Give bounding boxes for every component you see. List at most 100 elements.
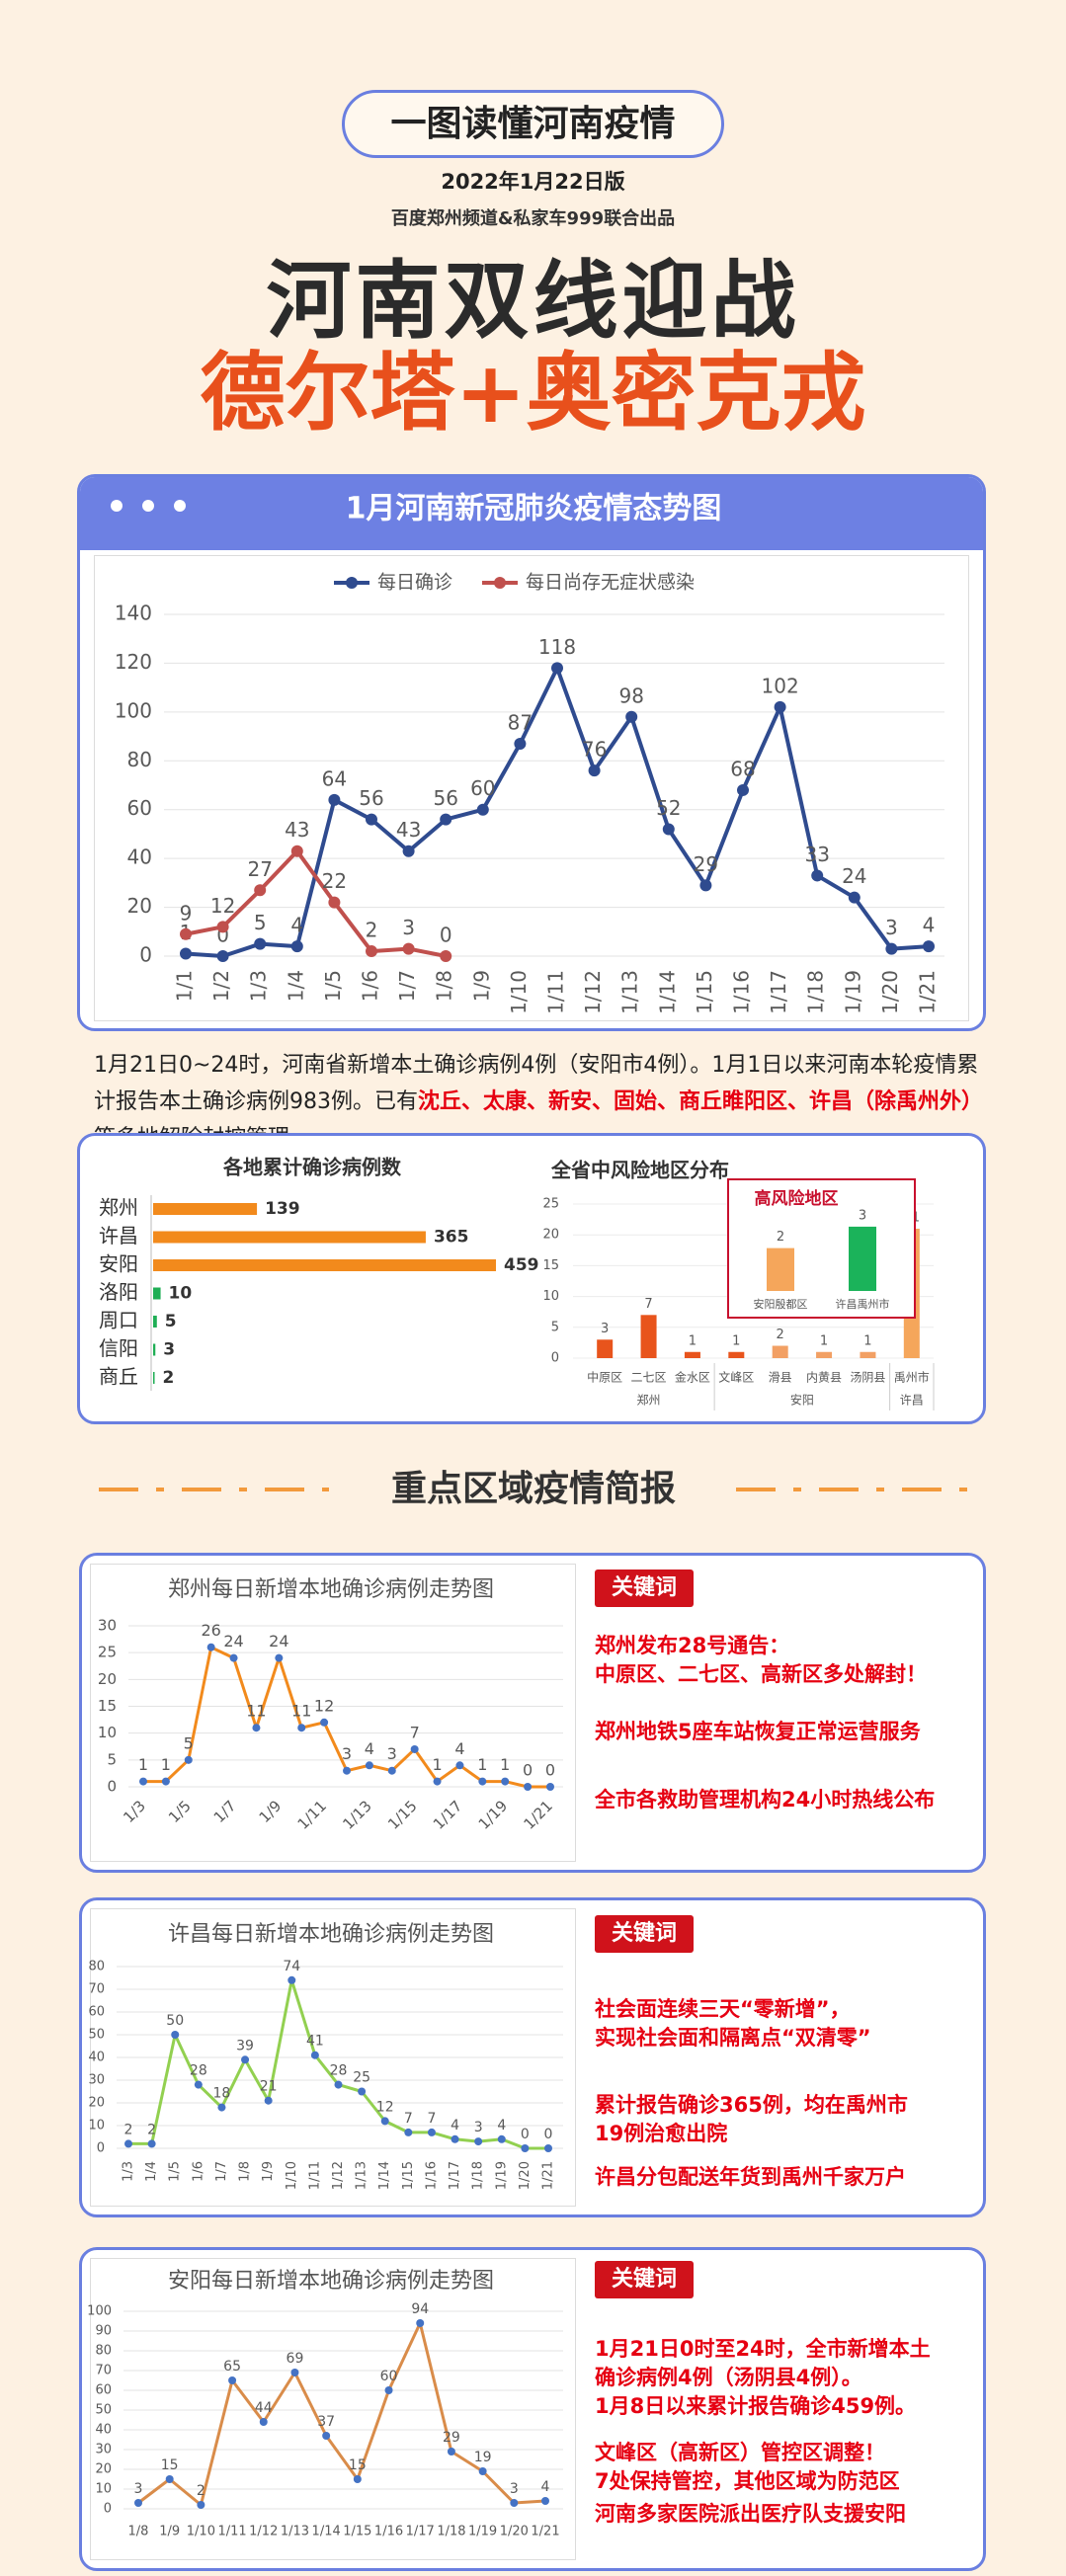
x-tick-label: 1/5 [168,2161,183,2182]
point [328,896,341,909]
keyword-line: 全市各救助管理机构24小时热线公布 [595,1788,936,1811]
y-tick-label: 40 [88,2051,105,2065]
keyword: 河南多家医院派出医疗队支援安阳 [595,2500,980,2529]
y-tick-label: 20 [95,2462,112,2477]
point [774,700,786,713]
category-label: 内黄县 [806,1371,842,1385]
x-tick-label: 1/11 [544,970,568,1014]
y-tick-label: 15 [98,1697,117,1715]
window-dot [174,500,186,512]
point [923,940,935,953]
category-label: 商丘 [99,1365,138,1389]
x-tick-label: 1/5 [165,1797,195,1826]
data-label: 2 [147,2122,156,2137]
data-label: 3 [134,2481,143,2497]
y-tick-label: 10 [95,2482,112,2497]
y-tick-label: 0 [139,943,152,967]
point [194,2080,203,2089]
y-tick-label: 20 [542,1228,559,1243]
point [433,1777,442,1786]
category-label: 文峰区 [718,1370,754,1385]
y-tick-label: 60 [127,796,152,820]
bar [153,1259,497,1271]
point [228,2376,237,2384]
data-label: 5 [184,1733,194,1752]
y-tick-label: 0 [551,1351,559,1366]
point [124,2139,132,2148]
chart-title: 郑州每日新增本地确诊病例走势图 [168,1577,494,1602]
data-label: 87 [508,710,533,734]
bar [849,1226,876,1291]
y-tick-label: 40 [95,2423,112,2438]
data-label: 3 [601,1322,609,1336]
point [451,2134,459,2143]
point [161,1777,170,1786]
y-tick-label: 50 [95,2403,112,2418]
data-label: 1 [500,1755,510,1774]
data-label: 12 [314,1696,334,1715]
category-label: 郑州 [99,1196,138,1220]
data-label: 3 [163,1340,175,1360]
data-label: 7 [404,2111,413,2127]
data-label: 43 [285,818,309,842]
data-label: 11 [291,1702,311,1721]
y-tick-label: 5 [107,1750,117,1768]
data-label: 2 [124,2122,133,2137]
keyword-line: 确诊病例4例（汤阴县4例）。 [595,2366,862,2389]
point [546,1783,554,1791]
bar [640,1315,657,1358]
series-line [143,1646,550,1789]
point [402,845,415,857]
y-tick-label: 80 [95,2344,112,2359]
data-label: 1 [161,1755,171,1774]
main-chart-panel [94,555,969,1021]
point [699,879,712,892]
data-label: 64 [322,766,347,790]
data-label: 4 [497,2118,506,2133]
x-tick-label: 1/1 [173,970,197,1002]
point [310,2051,319,2059]
x-tick-label: 1/8 [128,2525,149,2539]
category-label: 汤阴县 [850,1371,885,1385]
y-tick-label: 70 [88,1982,105,1997]
bar [153,1372,155,1384]
x-tick-label: 1/9 [159,2525,180,2539]
point [404,2128,413,2136]
data-label: 33 [804,843,829,866]
point [541,2497,549,2505]
point [514,737,527,750]
y-tick-label: 100 [115,698,152,722]
x-tick-label: 1/8 [238,2161,253,2182]
series-line [137,2321,546,2507]
point [206,1643,215,1651]
x-tick-label: 1/15 [693,970,716,1014]
x-tick-label: 1/18 [437,2525,465,2539]
x-tick-label: 1/7 [395,970,419,1002]
data-label: 5 [165,1312,177,1331]
point [180,927,192,940]
x-tick-label: 1/17 [767,970,790,1014]
point [254,937,267,950]
point [478,2467,487,2475]
point [365,1761,373,1770]
x-tick-label: 1/13 [339,1797,375,1833]
x-tick-label: 1/10 [187,2525,215,2539]
x-tick-label: 1/9 [261,2161,276,2182]
x-tick-label: 1/17 [448,2161,462,2190]
data-label: 18 [213,2086,231,2102]
point [165,2475,174,2483]
keyword-line: 文峰区（高新区）管控区调整！ [595,2441,885,2464]
x-tick-label: 1/18 [804,970,828,1014]
y-tick-label: 10 [98,1724,117,1741]
point [478,1777,487,1786]
data-label: 3 [402,916,415,939]
point [440,950,452,962]
data-label: 39 [236,2038,254,2053]
data-label: 7 [427,2111,436,2127]
data-label: 1 [432,1755,442,1774]
data-label: 7 [410,1723,420,1741]
x-tick-label: 1/14 [655,970,679,1014]
badge [342,90,724,158]
data-label: 74 [283,1959,300,1974]
